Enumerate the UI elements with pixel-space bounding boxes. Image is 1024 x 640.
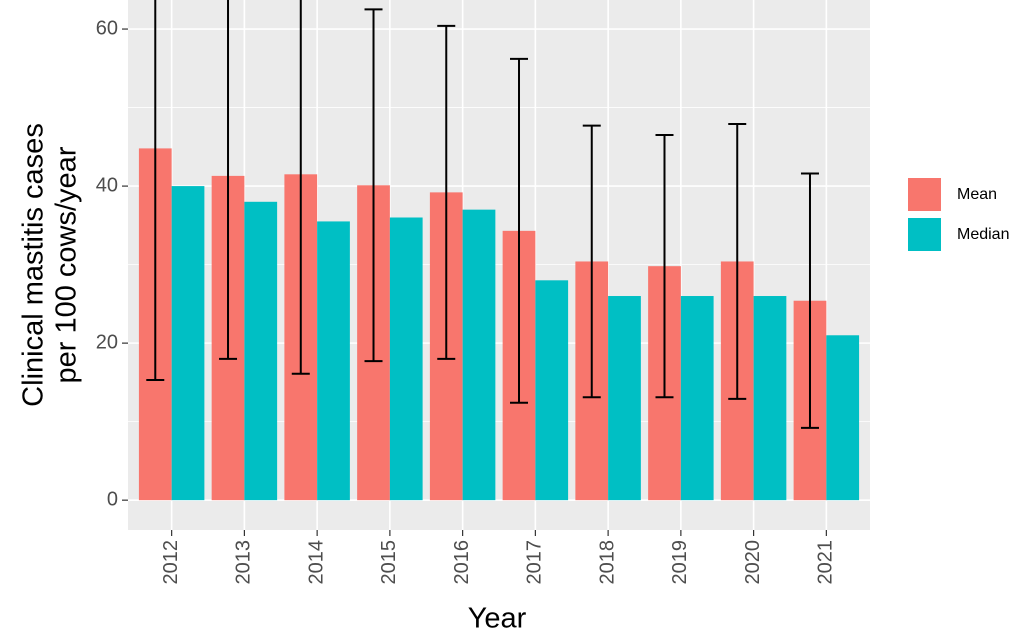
x-tick-label: 2012 [160, 540, 182, 585]
error-bar [146, 0, 165, 382]
error-bar [437, 24, 456, 360]
error-bar [510, 57, 529, 404]
bar [680, 296, 714, 501]
x-tick-label: 2014 [305, 540, 327, 585]
error-bar [800, 172, 819, 429]
y-axis-title-line: per 100 cows/year [51, 146, 83, 383]
x-tick-label: 2013 [233, 540, 255, 585]
x-tick-label: 2020 [742, 540, 764, 585]
error-bar [655, 134, 674, 399]
x-tick-label: 2018 [596, 540, 618, 585]
error-bar [291, 0, 310, 375]
bar [535, 280, 569, 501]
y-axis-title-line: Clinical mastitis cases [18, 123, 50, 407]
legend-label: Mean [957, 186, 997, 203]
x-tick-label: 2019 [669, 540, 691, 585]
bar [462, 209, 496, 501]
bar [608, 296, 641, 501]
legend-swatch [908, 178, 941, 211]
bar [171, 186, 205, 501]
bar [244, 201, 278, 501]
error-bar [728, 123, 747, 400]
x-tick-label: 2017 [524, 540, 546, 585]
bar [753, 296, 787, 501]
x-axis-title: Year [468, 603, 527, 635]
bar [826, 335, 860, 501]
y-tick-label: 40 [96, 174, 118, 196]
error-bar [582, 124, 601, 399]
legend-swatch [908, 218, 941, 251]
y-tick-label: 0 [107, 488, 118, 510]
x-tick-label: 2016 [451, 540, 473, 585]
x-tick-label: 2015 [378, 540, 400, 585]
y-tick-label: 60 [96, 17, 118, 39]
legend-label: Median [957, 226, 1009, 243]
error-bar [219, 0, 238, 360]
bar [317, 221, 350, 501]
y-tick-label: 20 [96, 331, 118, 353]
error-bar [364, 8, 383, 363]
y-axis-title: Clinical mastitis cases per 100 cows/yea… [18, 123, 83, 407]
x-tick-label: 2021 [815, 540, 837, 585]
bar [389, 217, 423, 501]
